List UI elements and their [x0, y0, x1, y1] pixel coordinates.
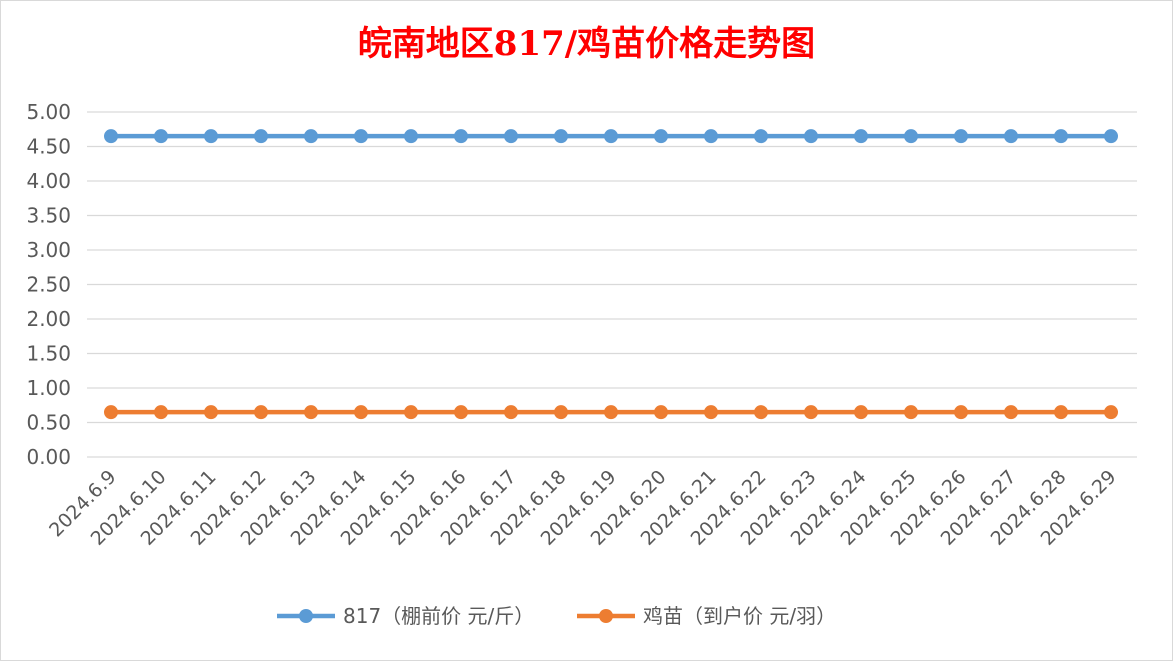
- data-point: [554, 129, 568, 144]
- data-point: [204, 405, 218, 420]
- data-point: [804, 405, 818, 420]
- legend-label-1: 鸡苗（到户价 元/羽）: [643, 604, 836, 628]
- data-point: [504, 405, 518, 420]
- data-point: [654, 129, 668, 144]
- data-point: [854, 405, 868, 420]
- data-point: [254, 129, 268, 144]
- legend-label-0: 817（棚前价 元/斤）: [343, 604, 534, 628]
- data-point: [604, 405, 618, 420]
- chart-title: 皖南地区817/鸡苗价格走势图: [357, 24, 816, 64]
- gridlines: [87, 111, 1137, 458]
- y-tick-label: 3.50: [26, 204, 71, 228]
- y-tick-label: 3.00: [26, 238, 71, 262]
- data-point: [1004, 129, 1018, 144]
- legend: 817（棚前价 元/斤） 鸡苗（到户价 元/羽）: [277, 604, 836, 628]
- series-group: [104, 129, 1118, 420]
- data-point: [954, 405, 968, 420]
- data-point: [454, 129, 468, 144]
- data-point: [154, 129, 168, 144]
- y-tick-label: 5.00: [26, 100, 71, 124]
- y-tick-label: 2.50: [26, 273, 71, 297]
- y-tick-label: 4.50: [26, 135, 71, 159]
- y-tick-label: 0.00: [26, 445, 71, 469]
- data-point: [1104, 129, 1118, 144]
- data-point: [704, 129, 718, 144]
- data-point: [404, 405, 418, 420]
- data-point: [404, 129, 418, 144]
- data-point: [254, 405, 268, 420]
- data-point: [554, 405, 568, 420]
- data-point: [504, 129, 518, 144]
- data-point: [904, 405, 918, 420]
- data-point: [304, 129, 318, 144]
- data-point: [304, 405, 318, 420]
- y-tick-label: 1.50: [26, 342, 71, 366]
- legend-marker-0: [299, 609, 313, 623]
- data-point: [104, 129, 118, 144]
- data-point: [754, 405, 768, 420]
- y-tick-label: 0.50: [26, 411, 71, 435]
- data-point: [354, 405, 368, 420]
- y-axis-ticks: 0.00 0.50 1.00 1.50 2.00 2.50 3.00 3.50 4.00 4.50…: [26, 100, 71, 469]
- data-point: [904, 129, 918, 144]
- data-point: [1054, 405, 1068, 420]
- y-tick-label: 4.00: [26, 169, 71, 193]
- data-point: [204, 129, 218, 144]
- x-axis-ticks: 2024.6.92024.6.102024.6.112024.6.122024.…: [45, 466, 1120, 550]
- data-point: [804, 129, 818, 144]
- data-point: [454, 405, 468, 420]
- data-point: [1104, 405, 1118, 420]
- data-point: [354, 129, 368, 144]
- data-point: [604, 129, 618, 144]
- y-tick-label: 1.00: [26, 376, 71, 400]
- y-tick-label: 2.00: [26, 307, 71, 331]
- data-point: [954, 129, 968, 144]
- data-point: [104, 405, 118, 420]
- data-point: [754, 129, 768, 144]
- data-point: [854, 129, 868, 144]
- data-point: [654, 405, 668, 420]
- legend-marker-1: [599, 609, 613, 623]
- data-point: [1054, 129, 1068, 144]
- data-point: [154, 405, 168, 420]
- data-point: [704, 405, 718, 420]
- data-point: [1004, 405, 1018, 420]
